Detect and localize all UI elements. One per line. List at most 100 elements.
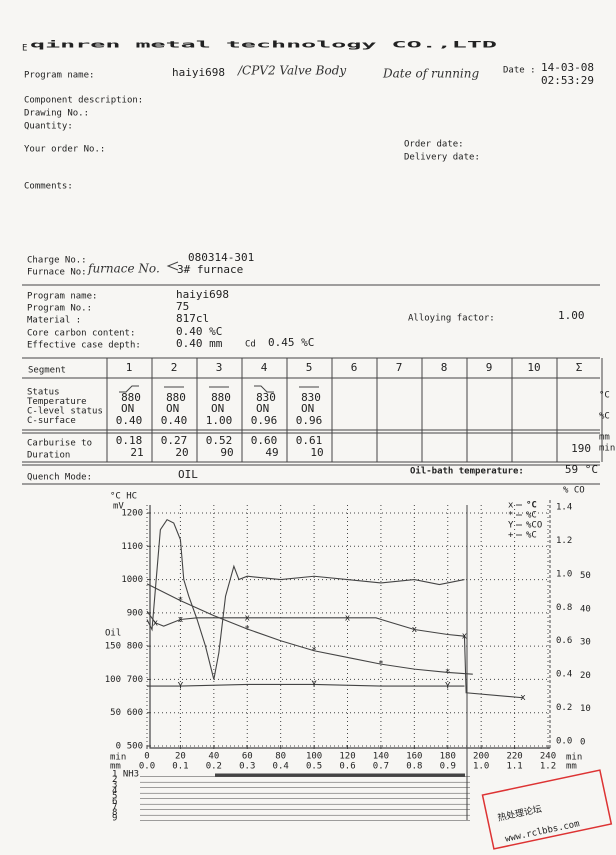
unit: min	[599, 444, 615, 454]
x-tick-label: 180	[440, 752, 456, 762]
label: Program No.:	[27, 304, 92, 314]
value: 1.00	[206, 414, 233, 427]
label: Temperature	[27, 397, 87, 407]
value: 0.27	[161, 434, 188, 447]
label: Order date:	[404, 140, 464, 150]
value: haiyi698	[172, 66, 225, 79]
column-header: 6	[351, 361, 358, 374]
value: 02:53:29	[541, 74, 594, 87]
legend-marker: *	[508, 511, 513, 521]
axis-label: mV	[113, 502, 124, 512]
label: Comments:	[24, 182, 73, 192]
y2-tick-label: 1.0	[556, 569, 572, 579]
label: Status	[27, 388, 60, 398]
label: Date :	[503, 66, 536, 76]
x-tick-label: 80	[275, 752, 286, 762]
gas-row-label: 9	[112, 814, 117, 824]
axis-label: Oil	[105, 629, 121, 639]
value: 90	[220, 446, 233, 459]
gas-row-label: 3	[112, 781, 117, 791]
y3-tick-label: 50	[580, 571, 591, 581]
x-tick-label: 100	[306, 752, 322, 762]
column-header: 8	[441, 361, 448, 374]
value: 190	[571, 442, 591, 455]
legend-label: %C	[526, 511, 537, 521]
legend-label: °C	[526, 501, 537, 511]
point-marker: *	[178, 596, 183, 606]
label: Carburise to	[27, 439, 92, 449]
column-header: 7	[396, 361, 403, 374]
x2-tick-label: 0.8	[406, 762, 422, 772]
value: ON	[301, 402, 314, 415]
column-header: 2	[171, 361, 178, 374]
x2-tick-label: 0.5	[306, 762, 322, 772]
x-tick-label: 200	[473, 752, 489, 762]
x2-tick-label: 0.9	[440, 762, 456, 772]
handwriting: /CPV2 Valve Body	[237, 64, 346, 78]
x2-tick-label: 0.1	[172, 762, 188, 772]
unit: mm	[599, 433, 610, 443]
label: Core carbon content:	[27, 329, 135, 339]
value: 0.52	[206, 434, 233, 447]
y-tick-label: 1000	[121, 575, 143, 585]
value: 830	[256, 391, 276, 404]
y3-tick-label: 20	[580, 671, 591, 681]
x2-tick-label: 1.0	[473, 762, 489, 772]
x2-tick-label: 0.3	[239, 762, 255, 772]
value: 59 °C	[565, 463, 598, 476]
value: 880	[166, 391, 186, 404]
point-marker: x	[520, 693, 526, 703]
value: 817cl	[176, 312, 209, 325]
value: 49	[265, 446, 278, 459]
column-header: 3	[216, 361, 223, 374]
point-marker: Y	[311, 680, 317, 690]
gas-row-label: 4	[112, 786, 117, 796]
label: Your order No.:	[24, 145, 105, 155]
column-header: Σ	[576, 361, 583, 374]
unit: °C	[599, 391, 610, 401]
gas-row-label: 2	[112, 775, 117, 785]
x2-tick-label: 0.0	[139, 762, 155, 772]
axis-label: mm	[566, 762, 577, 772]
point-marker: Y	[178, 682, 184, 692]
label: Charge No.:	[27, 256, 87, 266]
value: 880	[121, 391, 141, 404]
column-header: 9	[486, 361, 493, 374]
x-tick-label: 240	[540, 752, 556, 762]
x-tick-label: 160	[406, 752, 422, 762]
gas-row-label: 8	[112, 808, 117, 818]
value: 0.40	[161, 414, 188, 427]
x-tick-label: 0	[144, 752, 149, 762]
y3-tick-label: 10	[580, 704, 591, 714]
legend-marker: x	[508, 501, 514, 511]
value: 21	[130, 446, 143, 459]
value: 0.40	[116, 414, 143, 427]
y-tick-label: 800	[127, 642, 143, 652]
label: Effective case depth:	[27, 341, 141, 351]
point-marker: *	[311, 646, 316, 656]
oil-tick-label: 150	[105, 642, 121, 652]
y3-tick-label: 30	[580, 638, 591, 648]
y-tick-label: 500	[127, 742, 143, 752]
value: 0.96	[296, 414, 323, 427]
label: Segment	[28, 366, 66, 376]
x-tick-label: 120	[339, 752, 355, 762]
y-tick-label: 1100	[121, 542, 143, 552]
value: 0.40 %C	[176, 325, 222, 338]
point-marker: x	[178, 615, 184, 625]
x-tick-label: 20	[175, 752, 186, 762]
y2-tick-label: 0.8	[556, 603, 572, 613]
x2-tick-label: 0.6	[339, 762, 355, 772]
point-marker: *	[245, 625, 250, 635]
y2-tick-label: 1.4	[556, 503, 572, 513]
value: 0.40 mm	[176, 337, 223, 350]
gas-row-label: 5	[112, 792, 117, 802]
column-header: 4	[261, 361, 268, 374]
y-tick-label: 1200	[121, 509, 143, 519]
value: 080314-301	[188, 251, 254, 264]
legend-marker: +	[508, 531, 514, 541]
label: C-level status	[27, 407, 103, 417]
brace	[166, 261, 179, 271]
gas-row-label: 6	[112, 797, 117, 807]
y-tick-label: 700	[127, 675, 143, 685]
